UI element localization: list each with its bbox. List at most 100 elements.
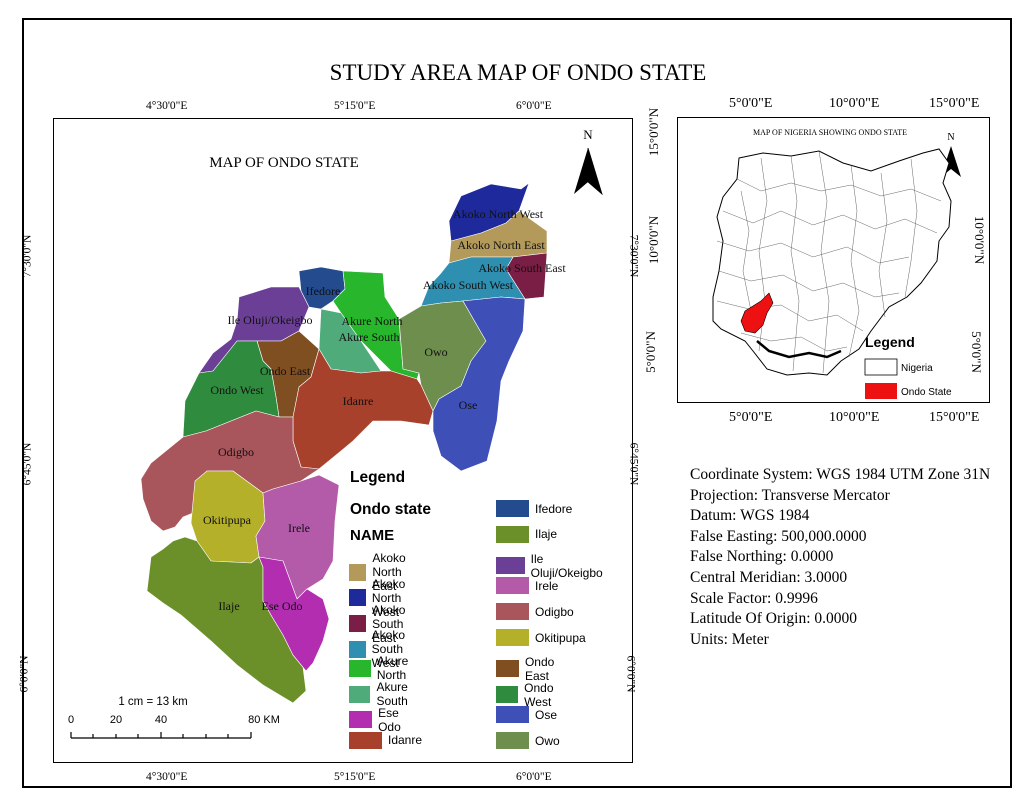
legend-swatch	[496, 525, 529, 543]
label-odigbo: Odigbo	[218, 445, 254, 459]
legend-item: Akure North	[349, 654, 419, 682]
legend-item: Ese Odo	[349, 706, 411, 734]
label-okitipupa: Okitipupa	[203, 513, 252, 527]
legend-swatch	[496, 660, 519, 678]
legend-item: Okitipupa	[496, 629, 586, 646]
legend-swatch	[496, 577, 529, 595]
top-tick-1: 4°30'0"E	[146, 100, 188, 112]
inset-bottom-tick-3: 15°0'0"E	[929, 410, 980, 425]
legend-label: Akure South	[376, 680, 408, 708]
inset-left-tick-1: 15°0'0"N	[646, 107, 662, 157]
legend-label: Irele	[535, 578, 559, 593]
inset-top-tick-3: 15°0'0"E	[929, 96, 980, 111]
legend-label: Ondo East	[524, 654, 555, 683]
legend-item: Akoko North West	[349, 577, 421, 619]
legend-item: Akure South	[349, 680, 419, 708]
legend-item: Ile Oluji/Okeigbo	[496, 552, 607, 580]
legend-label: Odigbo	[535, 604, 574, 619]
left-tick-1: 7°30'0"N	[21, 234, 34, 278]
info-central-meridian: Central Meridian: 3.0000	[690, 568, 848, 586]
left-tick-3: 6°0'0"N	[18, 655, 31, 693]
inset-legend-title: Legend	[865, 334, 915, 350]
legend-swatch	[349, 615, 367, 633]
main-map-title: MAP OF ONDO STATE	[209, 155, 359, 171]
nigeria-outline	[712, 148, 952, 376]
legend-label: Idanre	[388, 733, 423, 748]
label-ese-odo: Ese Odo	[262, 599, 303, 613]
inset-left-tick-2: 10°0'0"N	[646, 215, 662, 265]
north-arrow-icon: N	[574, 127, 603, 196]
legend-swatch	[496, 706, 529, 724]
legend-item: Owo	[496, 732, 560, 750]
label-akoko-north-west: Akoko North West	[453, 207, 544, 221]
bottom-tick-2: 5°15'0"E	[334, 771, 376, 783]
legend-swatch	[349, 640, 366, 658]
legend-label: Akoko South East	[372, 602, 406, 645]
legend-label: Ose	[535, 707, 558, 722]
lga-irele	[255, 474, 340, 600]
inset-title: MAP OF NIGERIA SHOWING ONDO STATE	[753, 128, 907, 137]
inset-legend-label-nigeria: Nigeria	[901, 363, 933, 374]
scale-bar: 1 cm = 13 km 0 20 40 80 KM	[68, 696, 280, 739]
inset-bottom-tick-2: 10°0'0"E	[829, 410, 880, 425]
label-owo: Owo	[424, 345, 447, 359]
ondo-state-highlight	[740, 292, 774, 334]
label-akoko-south-east: Akoko South East	[478, 261, 566, 275]
label-ose: Ose	[459, 398, 478, 412]
legend-label: Owo	[535, 733, 560, 748]
label-akoko-south-west: Akoko South West	[423, 278, 514, 292]
info-false-easting: False Easting: 500,000.0000	[690, 527, 867, 545]
north-label: N	[583, 127, 593, 142]
info-coordinate-system: Coordinate System: WGS 1984 UTM Zone 31N	[690, 466, 991, 483]
label-akure-north: Akure North	[342, 314, 403, 328]
legend-item: Akoko South West	[349, 628, 421, 670]
scale-ratio: 1 cm = 13 km	[118, 696, 187, 708]
inset-bottom-tick-1: 5°0'0"E	[729, 410, 773, 425]
label-ondo-west: Ondo West	[210, 383, 264, 397]
legend-item: Ose	[496, 706, 558, 724]
legend-item: Irele	[496, 577, 559, 595]
legend-item: Ifedore	[496, 500, 572, 517]
legend-label: Akoko North East	[372, 551, 406, 593]
lga-ese-odo	[258, 556, 330, 672]
legend-label: Ile Oluji/Okeigbo	[530, 551, 603, 580]
legend-swatch	[349, 589, 366, 607]
inset-legend-label-ondo: Ondo State	[901, 387, 952, 398]
label-irele: Irele	[288, 521, 310, 535]
map-frame	[22, 18, 1012, 788]
label-ondo-east: Ondo East	[260, 364, 311, 378]
inset-left-tick-3: 5°0'0"N	[642, 331, 658, 373]
legend-swatch	[496, 629, 529, 646]
state-boundaries	[716, 150, 942, 374]
info-units: Units: Meter	[690, 630, 769, 648]
legend-swatch	[349, 659, 371, 677]
projection-info: Coordinate System: WGS 1984 UTM Zone 31N…	[690, 465, 990, 650]
bottom-tick-3: 6°0'0"E	[516, 771, 552, 783]
label-akure-south: Akure South	[339, 330, 400, 344]
page-title: STUDY AREA MAP OF ONDO STATE	[329, 60, 707, 85]
legend-label: Akure North	[376, 654, 409, 683]
legend-label: Ifedore	[535, 501, 573, 516]
legend-field: NAME	[350, 527, 395, 544]
nigeria-map-svg: MAP OF NIGERIA SHOWING ONDO STATE N Lege…	[712, 128, 961, 399]
inset-map: MAP OF NIGERIA SHOWING ONDO STATE N Lege…	[677, 117, 990, 403]
legend-item: Akoko North East	[349, 551, 421, 593]
legend-swatch	[349, 711, 373, 729]
legend-label: Ilaje	[535, 527, 558, 542]
left-tick-2: 6°45'0"N	[21, 442, 34, 486]
legend-item: Odigbo	[496, 603, 574, 621]
legend-swatch	[496, 500, 529, 517]
legend-swatch	[496, 732, 529, 750]
info-datum: Datum: WGS 1984	[690, 507, 810, 525]
lga-ose	[432, 296, 526, 472]
legend-item: Ondo West	[496, 681, 564, 709]
top-tick-3: 6°0'0"E	[516, 100, 552, 112]
label-akoko-north-east: Akoko North East	[457, 238, 545, 252]
label-idanre: Idanre	[343, 394, 374, 408]
legend-item: Ondo East	[496, 655, 564, 683]
legend-item: Akoko South East	[349, 603, 421, 645]
top-tick-2: 5°15'0"E	[334, 100, 376, 112]
scale-label-80: 80 KM	[248, 714, 280, 726]
legend-item: Idanre	[349, 731, 423, 749]
inset-legend-swatch-nigeria	[864, 358, 898, 376]
